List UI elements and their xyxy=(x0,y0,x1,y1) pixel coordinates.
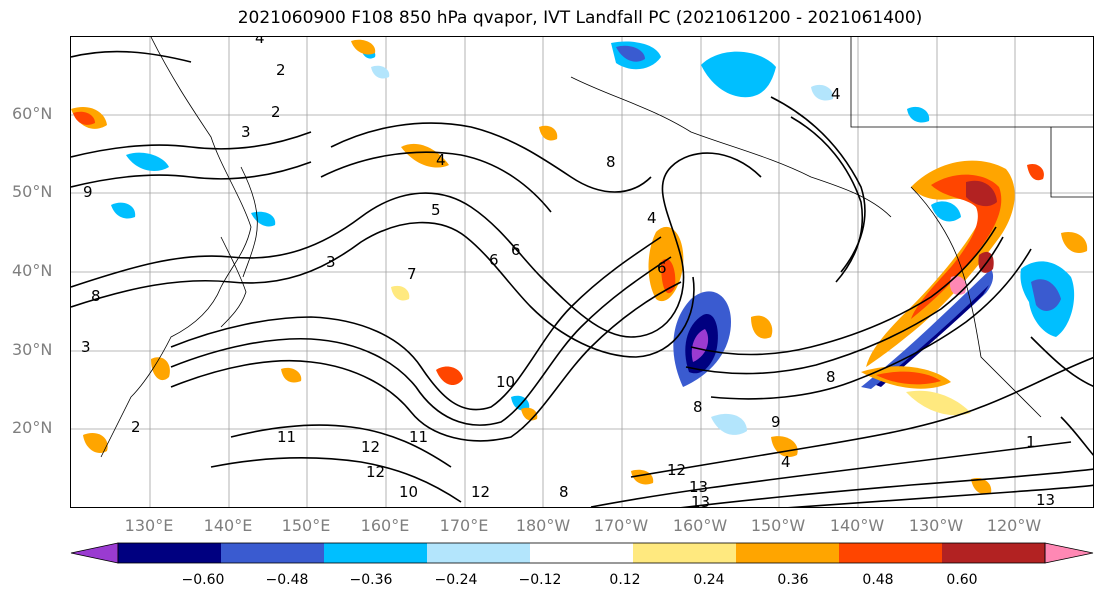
map-panel: 4 2 3 4 5 8 6 6 4 6 7 9 8 3 2 10 11 12 1… xyxy=(70,36,1094,508)
lat-label-50n: 50°N xyxy=(12,182,53,201)
lon-label-150w: 150°W xyxy=(750,516,806,535)
contour-label: 13 xyxy=(1036,491,1055,508)
colorbar-extend-max xyxy=(1044,542,1094,564)
contour-lines xyxy=(71,50,1093,507)
lon-label-170e: 170°E xyxy=(439,516,489,535)
lon-label-150e: 150°E xyxy=(281,516,331,535)
contour-label: 4 xyxy=(255,37,265,47)
contour-label-layer: 4 2 3 4 5 8 6 6 4 6 7 9 8 3 2 10 11 12 1… xyxy=(81,37,1055,508)
contour-label: 6 xyxy=(489,251,499,269)
contour-label: 11 xyxy=(409,428,428,446)
colorbar-swatch xyxy=(221,543,324,563)
colorbar-tick: 0.60 xyxy=(946,572,978,588)
colorbar-tick: 0.36 xyxy=(777,572,809,588)
colorbar-swatch xyxy=(633,543,736,563)
lon-label-140w: 140°W xyxy=(829,516,885,535)
contour-label: 5 xyxy=(431,201,441,219)
lon-label-180w: 180°W xyxy=(515,516,571,535)
map-canvas: 4 2 3 4 5 8 6 6 4 6 7 9 8 3 2 10 11 12 1… xyxy=(71,37,1093,508)
contour-label: 12 xyxy=(366,463,385,481)
contour-label: 4 xyxy=(831,85,841,103)
contour-label: 3 xyxy=(326,253,336,271)
colorbar-extend-min xyxy=(70,542,119,564)
lon-label-140e: 140°E xyxy=(203,516,253,535)
lat-label-20n: 20°N xyxy=(12,418,53,437)
colorbar-tick: −0.12 xyxy=(518,572,562,588)
contour-label: 3 xyxy=(241,123,251,141)
lon-label-170w: 170°W xyxy=(593,516,649,535)
contour-label: 1 xyxy=(1026,433,1036,451)
lat-label-60n: 60°N xyxy=(12,104,53,123)
contour-label: 3 xyxy=(81,338,91,356)
contour-label: 8 xyxy=(693,398,703,416)
coastlines xyxy=(100,37,1093,458)
contour-label: 9 xyxy=(771,413,781,431)
graticule xyxy=(71,37,1093,507)
colorbar-swatch xyxy=(427,543,530,563)
contour-label: 12 xyxy=(667,461,686,479)
contour-label: 10 xyxy=(399,483,418,501)
contour-label: 7 xyxy=(407,265,417,283)
map-title: 2021060900 F108 850 hPa qvapor, IVT Land… xyxy=(237,8,923,28)
colorbar-segments xyxy=(70,542,1094,564)
colorbar-swatch xyxy=(118,543,221,563)
colorbar-tick: 0.48 xyxy=(862,572,894,588)
lat-label-30n: 30°N xyxy=(12,340,53,359)
colorbar-swatch xyxy=(736,543,839,563)
colorbar-tick: −0.24 xyxy=(434,572,478,588)
lat-label-40n: 40°N xyxy=(12,261,53,280)
contour-label: 10 xyxy=(496,373,515,391)
contour-label: 11 xyxy=(277,428,296,446)
colorbar-swatch xyxy=(942,543,1045,563)
contour-label: 2 xyxy=(276,61,286,79)
colorbar-swatch xyxy=(839,543,942,563)
lon-label-160e: 160°E xyxy=(360,516,410,535)
colorbar-swatch xyxy=(324,543,427,563)
lon-label-160w: 160°W xyxy=(672,516,728,535)
contour-label: 4 xyxy=(436,151,446,169)
contour-label: 13 xyxy=(691,493,710,508)
colorbar-outline xyxy=(117,542,1046,564)
contour-label: 4 xyxy=(781,453,791,471)
contour-label: 8 xyxy=(826,368,836,386)
lon-label-130e: 130°E xyxy=(124,516,174,535)
shading-layer xyxy=(71,39,1088,495)
contour-label: 9 xyxy=(83,183,93,201)
contour-label: 8 xyxy=(559,483,569,501)
contour-label: 6 xyxy=(511,241,521,259)
colorbar-tick: −0.48 xyxy=(265,572,309,588)
contour-label: 12 xyxy=(361,438,380,456)
colorbar-tick: 0.12 xyxy=(609,572,641,588)
colorbar-tick: 0.24 xyxy=(693,572,725,588)
contour-label: 4 xyxy=(647,209,657,227)
colorbar-swatch xyxy=(530,543,633,563)
contour-label: 8 xyxy=(91,287,101,305)
contour-label: 2 xyxy=(131,418,141,436)
contour-label: 13 xyxy=(689,478,708,496)
contour-label: 8 xyxy=(606,153,616,171)
contour-label: 6 xyxy=(657,259,667,277)
lon-label-130w: 130°W xyxy=(908,516,964,535)
lon-label-120w: 120°W xyxy=(986,516,1042,535)
contour-label: 12 xyxy=(471,483,490,501)
colorbar-tick: −0.36 xyxy=(349,572,393,588)
contour-label: 2 xyxy=(271,103,281,121)
colorbar-tick: −0.60 xyxy=(181,572,225,588)
colorbar xyxy=(70,542,1094,564)
